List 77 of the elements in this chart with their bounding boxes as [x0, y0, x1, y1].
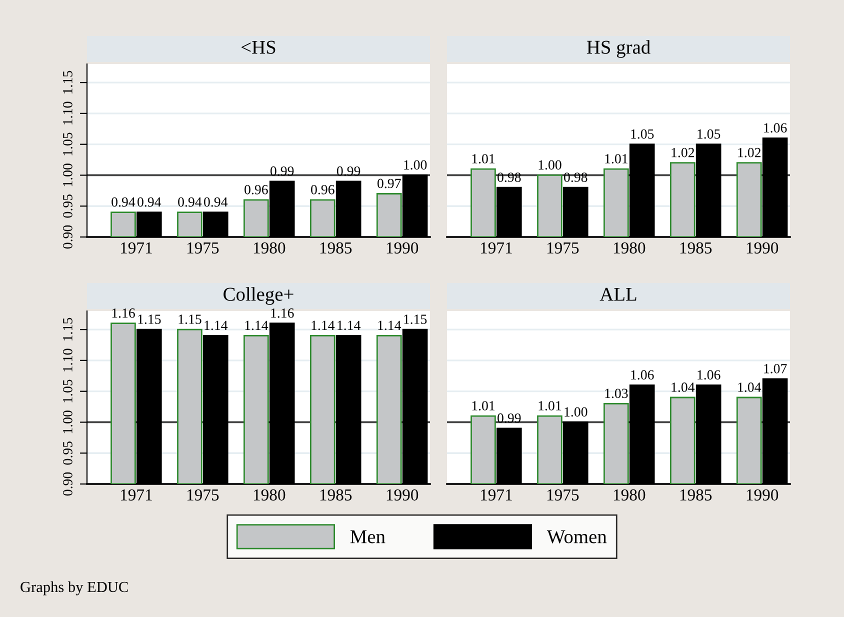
- x-tick-label: 1980: [614, 489, 646, 501]
- x-tick-label: 1971: [120, 489, 152, 501]
- x-tick-label: 1975: [547, 242, 579, 254]
- data-label: 1.14: [312, 320, 335, 330]
- x-tick-label: 1990: [386, 489, 418, 501]
- data-label: 1.04: [738, 382, 762, 392]
- x-tick-label: 1985: [680, 242, 712, 254]
- data-label: 1.16: [271, 308, 294, 318]
- data-label: 1.07: [764, 364, 787, 374]
- x-tick-label: 1971: [480, 242, 512, 254]
- data-label: 1.00: [404, 160, 427, 170]
- data-label: 1.00: [564, 407, 588, 417]
- data-label: 1.14: [204, 320, 228, 330]
- data-label: 1.14: [245, 320, 268, 330]
- data-label: 1.16: [112, 308, 135, 318]
- data-label: 0.94: [138, 197, 162, 207]
- legend-label: Women: [546, 530, 607, 544]
- x-tick-label: 1990: [386, 242, 418, 254]
- y-tick-label: 0.90: [63, 225, 72, 249]
- x-tick-label: 1980: [254, 489, 286, 501]
- data-label: 1.02: [672, 148, 694, 158]
- data-label: 1.15: [404, 314, 427, 324]
- y-tick-label: 1.00: [63, 410, 72, 434]
- x-tick-label: 1985: [680, 489, 712, 501]
- y-tick-label: 1.10: [63, 102, 72, 124]
- y-tick-label: 1.10: [63, 348, 72, 372]
- data-label: 1.01: [472, 401, 495, 410]
- data-label: 1.05: [698, 129, 720, 139]
- data-label: 0.96: [244, 184, 268, 194]
- x-tick-label: 1985: [320, 489, 352, 501]
- x-tick-label: 1975: [547, 489, 579, 501]
- data-label: 0.94: [112, 197, 136, 207]
- chart-title: HS grad: [586, 40, 650, 58]
- data-label: 1.05: [631, 129, 654, 139]
- y-tick-label: 1.05: [63, 380, 72, 402]
- y-tick-label: 1.15: [63, 70, 72, 94]
- y-tick-label: 0.95: [63, 194, 72, 218]
- legend-label: Men: [350, 530, 386, 544]
- data-label: 1.04: [672, 382, 695, 392]
- x-tick-label: 1985: [320, 242, 352, 254]
- y-tick-label: 1.15: [63, 318, 72, 340]
- data-label: 0.94: [204, 197, 228, 207]
- x-tick-label: 1990: [746, 489, 778, 501]
- data-label: 0.97: [377, 178, 401, 188]
- data-label: 0.96: [311, 184, 334, 194]
- data-label: 1.06: [698, 370, 720, 380]
- x-tick-label: 1980: [254, 242, 286, 254]
- x-tick-label: 1971: [120, 242, 152, 254]
- x-tick-label: 1990: [746, 242, 778, 254]
- chart-title: College+: [224, 287, 294, 305]
- x-tick-label: 1975: [187, 242, 219, 254]
- data-label: 0.99: [336, 166, 360, 176]
- y-tick-label: 1.00: [63, 164, 72, 186]
- data-label: 0.94: [178, 197, 202, 207]
- data-label: 1.01: [605, 154, 628, 164]
- data-label: 0.99: [270, 166, 294, 176]
- data-label: 1.06: [631, 370, 654, 380]
- data-label: 1.02: [738, 148, 761, 158]
- data-label: 1.03: [605, 388, 628, 398]
- x-tick-label: 1971: [480, 489, 512, 501]
- y-tick-label: 1.05: [63, 132, 72, 156]
- data-label: 1.00: [538, 160, 562, 170]
- y-tick-label: 0.90: [63, 472, 72, 496]
- x-tick-label: 1975: [187, 489, 219, 501]
- data-label: 1.14: [338, 320, 361, 330]
- text: Graphs by EDUC: [20, 581, 128, 596]
- data-label: 1.15: [138, 314, 161, 324]
- y-tick-label: 0.95: [63, 441, 72, 465]
- data-label: 0.99: [498, 413, 521, 423]
- chart-title: ALL: [600, 288, 636, 301]
- data-label: 1.01: [538, 401, 562, 410]
- data-label: 1.01: [472, 154, 495, 164]
- x-tick-label: 1980: [614, 242, 646, 254]
- data-label: 1.14: [378, 320, 402, 330]
- chart-title: <HS: [242, 40, 276, 54]
- data-label: 1.06: [764, 123, 787, 133]
- data-label: 1.15: [178, 314, 202, 324]
